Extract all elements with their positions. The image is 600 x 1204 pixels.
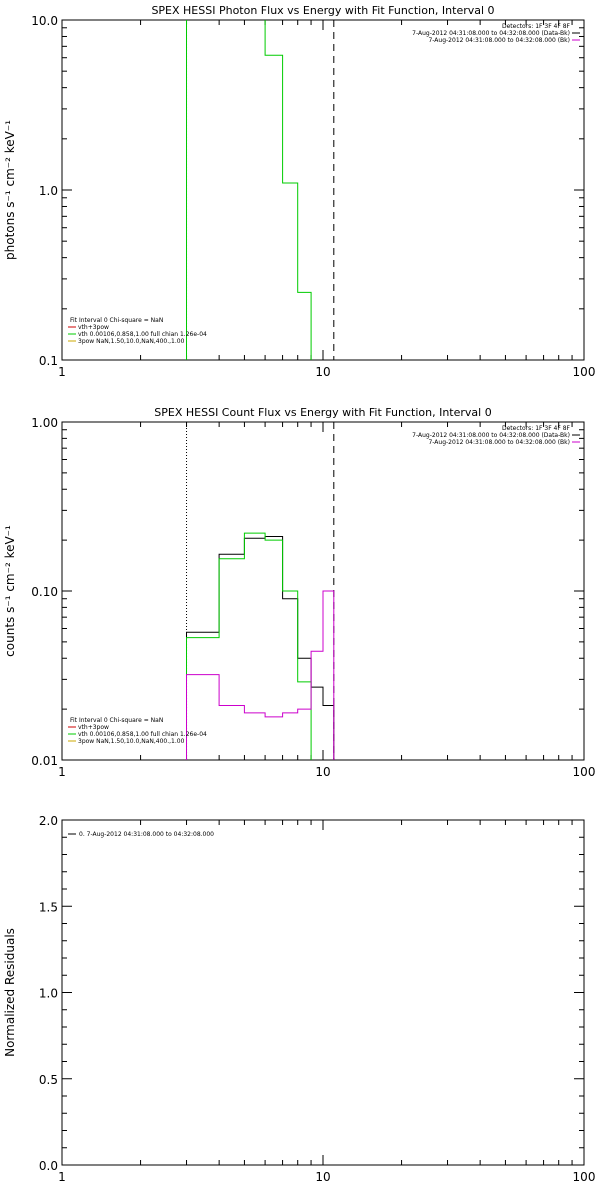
x-tick-label: 10 — [315, 365, 330, 379]
plot-frame — [61, 819, 585, 1166]
chart-panel-1: SPEX HESSI Count Flux vs Energy with Fit… — [3, 406, 596, 779]
header-text: 7-Aug-2012 04:31:08.000 to 04:32:08.000 … — [412, 30, 570, 37]
plot-frame — [61, 19, 585, 361]
y-tick-label: 10.0 — [31, 14, 58, 28]
chart-title: SPEX HESSI Photon Flux vs Energy with Fi… — [151, 4, 494, 17]
y-tick-label: 1.0 — [39, 184, 58, 198]
chart-title: SPEX HESSI Count Flux vs Energy with Fit… — [154, 406, 491, 419]
y-axis-label: Normalized Residuals — [3, 928, 17, 1057]
legend-entry: 3pow NaN,1.50,10.0,NaN,400.,1.00 — [78, 338, 185, 345]
y-tick-label: 0.1 — [39, 354, 58, 368]
y-tick-label: 1.5 — [39, 900, 58, 914]
x-tick-label: 100 — [573, 765, 596, 779]
series-line-0 — [186, 536, 335, 760]
legend-entry: vth+3pow — [78, 724, 109, 731]
header-text: Detectors: 1F 3F 4F 8F — [502, 425, 571, 432]
y-tick-label: 0.5 — [39, 1073, 58, 1087]
series-line-2 — [186, 590, 335, 760]
legend-entry: 3pow NaN,1.50,10.0,NaN,400.,1.00 — [78, 738, 185, 745]
x-tick-label: 1 — [58, 765, 66, 779]
header-text: 7-Aug-2012 04:31:08.000 to 04:32:08.000 … — [428, 439, 570, 446]
x-tick-label: 100 — [573, 365, 596, 379]
y-axis-label: counts s⁻¹ cm⁻² keV⁻¹ — [3, 525, 17, 657]
chart-panel-0: SPEX HESSI Photon Flux vs Energy with Fi… — [3, 4, 596, 379]
header-text: Detectors: 1F 3F 4F 8F — [502, 23, 571, 30]
legend-entry: Fit Interval 0 Chi-square = NaN — [70, 717, 163, 724]
legend-entry: vth 0.00106,0.858,1.00 full chian 1.26e-… — [78, 731, 207, 738]
x-tick-label: 1 — [58, 365, 66, 379]
y-tick-label: 2.0 — [39, 814, 58, 828]
x-tick-label: 100 — [573, 1170, 596, 1184]
y-tick-label: 1.0 — [39, 987, 58, 1001]
x-tick-label: 10 — [315, 1170, 330, 1184]
y-axis-label: photons s⁻¹ cm⁻² keV⁻¹ — [3, 120, 17, 260]
legend-entry: 0. 7-Aug-2012 04:31:08.000 to 04:32:08.0… — [79, 831, 214, 838]
legend-entry: vth+3pow — [78, 324, 109, 331]
series-line-1 — [186, 532, 312, 760]
y-tick-label: 0.10 — [31, 585, 58, 599]
x-tick-label: 10 — [315, 765, 330, 779]
y-tick-label: 0.0 — [39, 1159, 58, 1173]
header-text: 7-Aug-2012 04:31:08.000 to 04:32:08.000 … — [428, 37, 570, 44]
legend-entry: Fit Interval 0 Chi-square = NaN — [70, 317, 163, 324]
header-text: 7-Aug-2012 04:31:08.000 to 04:32:08.000 … — [412, 432, 570, 439]
y-tick-label: 1.00 — [31, 416, 58, 430]
x-tick-label: 1 — [58, 1170, 66, 1184]
y-tick-label: 0.01 — [31, 754, 58, 768]
legend-entry: vth 0.00106,0.858,1.00 full chian 1.26e-… — [78, 331, 207, 338]
chart-panel-2: 1 10 100 0.0 0.5 1.0 1.5 2.0 Normalized Residual… — [3, 814, 595, 1184]
series-line-0 — [186, 20, 312, 360]
